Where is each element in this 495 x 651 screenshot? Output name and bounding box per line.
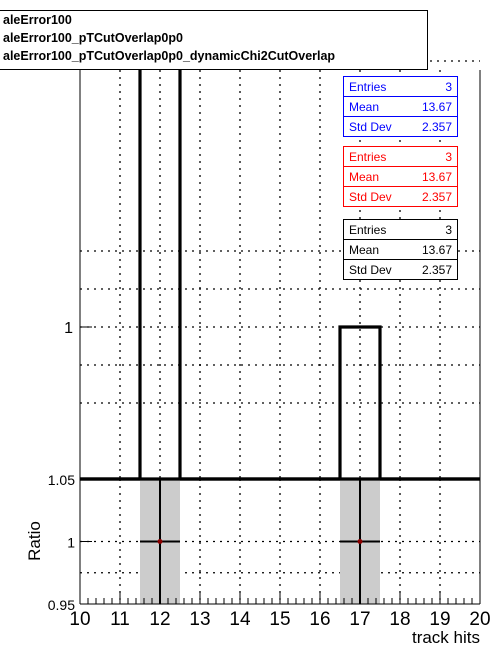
- stats-value: 13.67: [421, 243, 452, 257]
- stats-label: Mean: [349, 170, 380, 184]
- stats-label: Mean: [349, 100, 380, 114]
- legend: aleError100 aleError100_pTCutOverlap0p0 …: [0, 10, 428, 70]
- x-tick-label: 18: [389, 609, 410, 630]
- ratio-point: [357, 539, 363, 544]
- stats-box-red: Entries 3 Mean 13.67 Std Dev 2.357: [343, 146, 458, 207]
- stats-value: 13.67: [421, 100, 452, 114]
- x-tick-label: 20: [469, 609, 490, 630]
- stats-value: 3: [445, 223, 452, 237]
- legend-entry: aleError100: [3, 13, 72, 27]
- stats-box-black: Entries 3 Mean 13.67 Std Dev 2.357: [343, 219, 458, 280]
- x-tick-label: 12: [149, 609, 170, 630]
- top-axes: [79, 70, 92, 479]
- y-axis-label: Ratio: [25, 521, 44, 561]
- stats-value: 2.357: [421, 120, 452, 134]
- x-axis-label: track hits: [412, 628, 480, 647]
- y-tick-label: 1.05: [48, 472, 75, 488]
- x-tick-label: 13: [189, 609, 210, 630]
- stats-value: 3: [445, 80, 452, 94]
- stats-label: Entries: [349, 150, 387, 164]
- x-tick-label: 10: [69, 609, 90, 630]
- stats-label: Std Dev: [349, 120, 392, 134]
- stats-label: Std Dev: [349, 263, 392, 277]
- x-tick-label: 19: [429, 609, 450, 630]
- y-tick-label: 0.95: [48, 597, 75, 613]
- y-tick-label: 1: [67, 535, 75, 551]
- ratio-point: [157, 539, 163, 544]
- stats-value: 2.357: [421, 190, 452, 204]
- legend-entry: aleError100_pTCutOverlap0p0_dynamicChi2C…: [3, 49, 336, 63]
- x-tick-label: 15: [269, 609, 290, 630]
- stats-label: Mean: [349, 243, 380, 257]
- stats-label: Std Dev: [349, 190, 392, 204]
- legend-entry: aleError100_pTCutOverlap0p0: [3, 31, 183, 45]
- stats-box-blue: Entries 3 Mean 13.67 Std Dev 2.357: [343, 76, 458, 137]
- top-y-tick-label: 1: [64, 320, 73, 337]
- ratio-marks: [80, 477, 480, 604]
- x-tick-label: 17: [349, 609, 370, 630]
- x-tick-label: 14: [229, 609, 251, 630]
- stats-label: Entries: [349, 223, 387, 237]
- x-tick-label: 16: [309, 609, 330, 630]
- x-tick-label: 11: [110, 609, 130, 630]
- stats-value: 3: [445, 150, 452, 164]
- stats-value: 13.67: [421, 170, 452, 184]
- stats-label: Entries: [349, 80, 387, 94]
- stats-value: 2.357: [421, 263, 452, 277]
